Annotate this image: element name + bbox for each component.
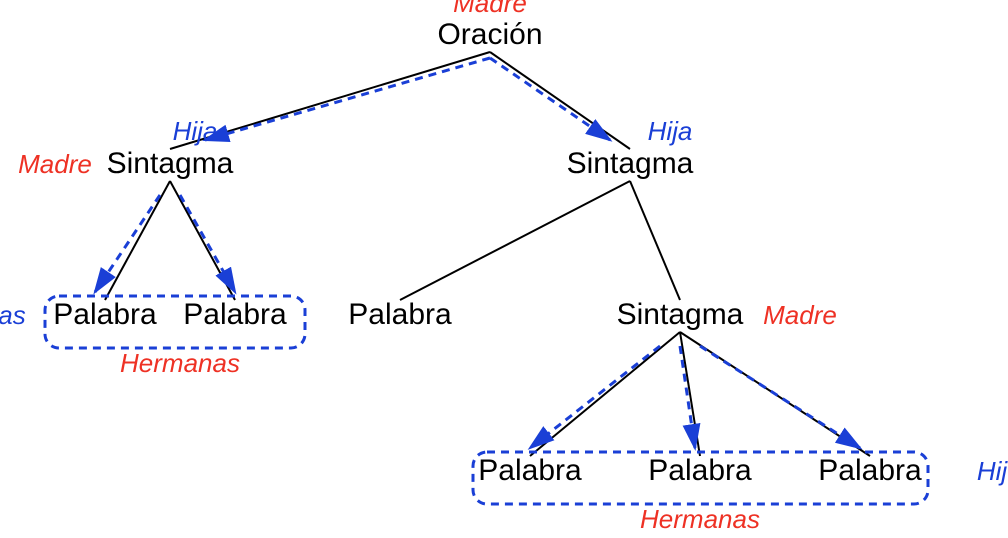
edge-root-sin_r: [490, 52, 630, 149]
relation-arrow-4: [530, 346, 660, 448]
relation-arrow-5: [680, 346, 695, 448]
annotation-madre_top: Madre: [453, 0, 527, 18]
edge-sin_r-pal_m: [400, 181, 630, 300]
node-pal_l2: Palabra: [183, 298, 287, 331]
annotation-madre_left: Madre: [18, 149, 92, 179]
relation-arrow-3: [180, 195, 235, 292]
annotation-madre_mid: Madre: [763, 300, 837, 330]
edge-root-sin_l: [170, 52, 490, 149]
annotation-hermanas_b: Hermanas: [640, 504, 760, 534]
annotation-as_left: as: [0, 300, 26, 330]
annotation-hija_tl: Hija: [173, 116, 218, 146]
syntax-tree-diagram: Oración Sintagma Sintagma Palabra Palabra Pal…: [0, 0, 1008, 538]
node-pal_b1: Palabra: [478, 454, 582, 487]
tree-edges: [105, 52, 870, 456]
edge-sin_l-pal_l1: [105, 181, 170, 300]
node-pal_m: Palabra: [348, 298, 452, 331]
node-sin_l: Sintagma: [107, 147, 234, 180]
annotation-hij_right: Hij: [977, 456, 1008, 486]
relation-arrow-2: [95, 195, 160, 292]
node-pal_b2: Palabra: [648, 454, 752, 487]
node-sin_rr: Sintagma: [617, 298, 744, 331]
node-pal_l1: Palabra: [53, 298, 157, 331]
annotation-hermanas_l: Hermanas: [120, 348, 240, 378]
annotation-hija_tr: Hija: [648, 116, 693, 146]
edge-sin_rr-pal_b1: [530, 332, 680, 456]
edge-sin_rr-pal_b2: [680, 332, 700, 456]
edge-sin_r-sin_rr: [630, 181, 680, 300]
tree-nodes: Oración Sintagma Sintagma Palabra Palabra Pal…: [53, 18, 922, 487]
relation-arrow-1: [490, 58, 610, 140]
relation-arrow-0: [205, 58, 490, 140]
node-root: Oración: [437, 18, 542, 51]
node-pal_b3: Palabra: [818, 454, 922, 487]
edge-sin_l-pal_l2: [170, 181, 235, 300]
node-sin_r: Sintagma: [567, 147, 694, 180]
